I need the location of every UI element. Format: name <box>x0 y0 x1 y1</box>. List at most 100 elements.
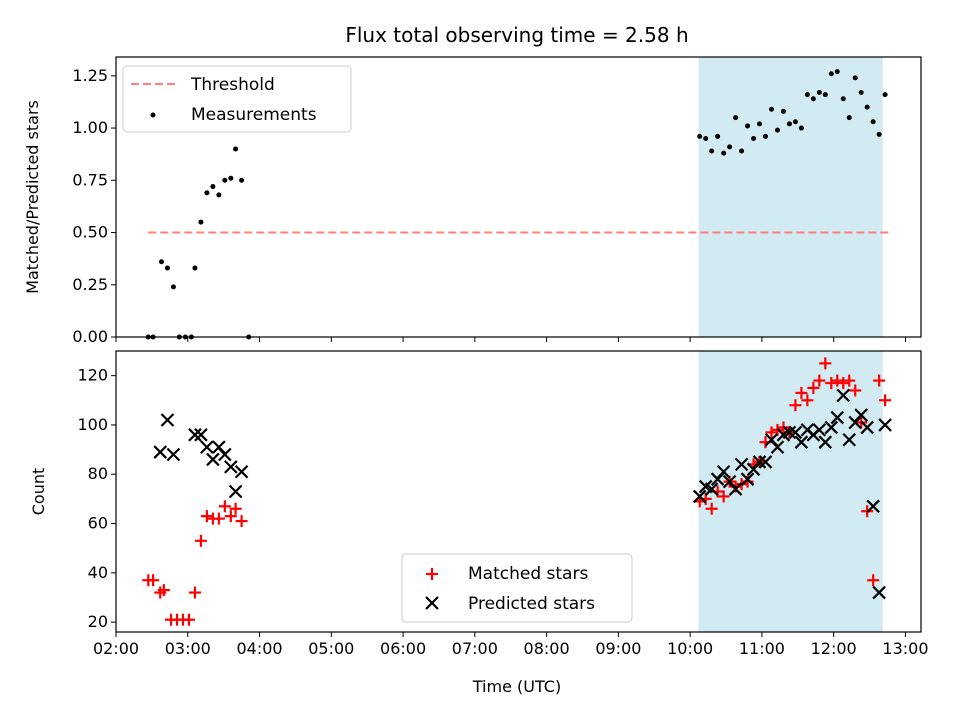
x-stroke-b <box>160 413 175 427</box>
y-axis-ticks: 0.00 0.25 0.50 0.75 1.00 1.25 <box>72 66 116 346</box>
x-stroke-b <box>818 435 833 449</box>
matched-star-point <box>218 500 231 513</box>
predicted-star-point <box>788 425 803 440</box>
x-stroke-b <box>740 472 755 486</box>
predicted-star-point <box>228 484 243 499</box>
predicted-star-point <box>734 457 749 472</box>
x-tick-label: 06:00 <box>380 639 426 658</box>
x-stroke-b <box>218 447 232 462</box>
x-stroke-b <box>728 482 743 496</box>
measurement-point <box>210 184 216 190</box>
y-tick-label: 0.50 <box>72 223 108 242</box>
predicted-star-point <box>878 418 892 432</box>
x-stroke-b <box>788 425 803 440</box>
measurement-point <box>239 177 245 183</box>
predicted-star-point <box>716 465 731 479</box>
y-tick-label: 20 <box>88 612 108 631</box>
measurement-point <box>170 284 176 290</box>
plot-frame <box>115 350 922 633</box>
x-stroke-b <box>836 388 851 403</box>
predicted-star-point <box>818 435 833 449</box>
x-stroke-b <box>228 484 243 499</box>
measurement-point <box>158 259 164 265</box>
measurement-point <box>870 119 876 125</box>
measurement-point <box>222 177 228 183</box>
x-stroke-b <box>854 408 868 422</box>
legend-threshold-label: Threshold <box>190 75 275 95</box>
measurement-point <box>715 133 721 139</box>
shaded-span <box>698 351 883 632</box>
x-stroke-b <box>794 435 809 449</box>
y-axis-ticks: 20 40 60 80 100 120 <box>77 366 116 631</box>
predicted-star-point <box>770 440 785 454</box>
measurement-point <box>876 131 882 137</box>
y-axis-label: Count <box>29 468 48 516</box>
x-stroke-b <box>234 465 249 479</box>
x-stroke-b <box>824 420 839 435</box>
measurement-point <box>840 96 846 102</box>
shaded-span <box>698 57 883 337</box>
measurement-point <box>721 150 727 156</box>
x-axis-ticks: 02:00 03:00 04:00 05:00 06:00 07:00 08:00 09:00… <box>93 632 929 658</box>
x-tick-label: 04:00 <box>236 639 282 658</box>
x-stroke-b <box>866 499 880 514</box>
x-tick-label: 10:00 <box>667 639 713 658</box>
x-tick-label: 03:00 <box>165 639 211 658</box>
measurement-point <box>774 127 780 133</box>
y-tick-label: 0.00 <box>72 327 108 346</box>
legend-box <box>401 553 633 623</box>
matched-star-point <box>825 377 838 390</box>
predicted-star-point <box>188 428 202 442</box>
matched-star-point <box>795 386 808 399</box>
measurement-point <box>192 265 198 271</box>
measurement-point <box>763 133 769 139</box>
x-stroke-b <box>206 452 220 467</box>
measurement-point <box>852 75 858 81</box>
measurement-point <box>733 115 739 121</box>
measurement-point <box>228 175 234 181</box>
highlight-region <box>698 57 883 337</box>
x-stroke-b <box>734 457 749 472</box>
highlight-region <box>698 351 883 632</box>
measurement-point <box>792 119 798 125</box>
measurements-series <box>145 69 888 340</box>
predicted-star-point <box>224 460 238 474</box>
matched-star-point <box>849 384 862 397</box>
predicted-star-point <box>206 452 220 467</box>
predicted-star-point <box>704 482 719 496</box>
x-tick-label: 11:00 <box>739 639 785 658</box>
x-stroke-b <box>770 440 785 454</box>
matched-star-point <box>843 374 856 387</box>
predicted-star-point <box>794 435 809 449</box>
predicted-star-point <box>218 447 232 462</box>
legend-predicted-swatch <box>425 596 439 610</box>
x-axis-label: Time (UTC) <box>472 677 561 696</box>
x-tick-label: 13:00 <box>882 639 928 658</box>
matched-star-point <box>807 381 820 394</box>
predicted-star-point <box>692 489 707 504</box>
matched-star-point <box>765 426 778 439</box>
y-tick-label: 80 <box>88 464 108 483</box>
predicted-star-point <box>824 420 839 435</box>
x-stroke-b <box>842 432 857 447</box>
x-stroke-b <box>153 445 168 459</box>
x-stroke-b <box>698 479 713 494</box>
matched-star-point <box>200 510 213 523</box>
x-stroke-b <box>722 474 737 489</box>
bottom-panel: 02:00 03:00 04:00 05:00 06:00 07:00 08:00 09:00… <box>29 350 929 696</box>
measurement-point <box>780 108 786 114</box>
y-tick-label: 100 <box>77 415 108 434</box>
matched-star-point <box>837 377 850 390</box>
matched-star-point <box>819 357 832 370</box>
measurement-point <box>810 96 816 102</box>
measurement-point <box>828 71 834 77</box>
x-stroke-b <box>752 455 767 469</box>
legend-matched-label: Matched stars <box>468 564 588 584</box>
x-stroke-b <box>764 432 779 447</box>
matched-star-point <box>813 374 826 387</box>
legend-matched-swatch <box>426 568 438 580</box>
measurement-point <box>709 148 715 154</box>
measurement-point <box>204 190 210 196</box>
y-tick-label: 0.25 <box>72 275 108 294</box>
x-stroke-b <box>782 425 797 440</box>
